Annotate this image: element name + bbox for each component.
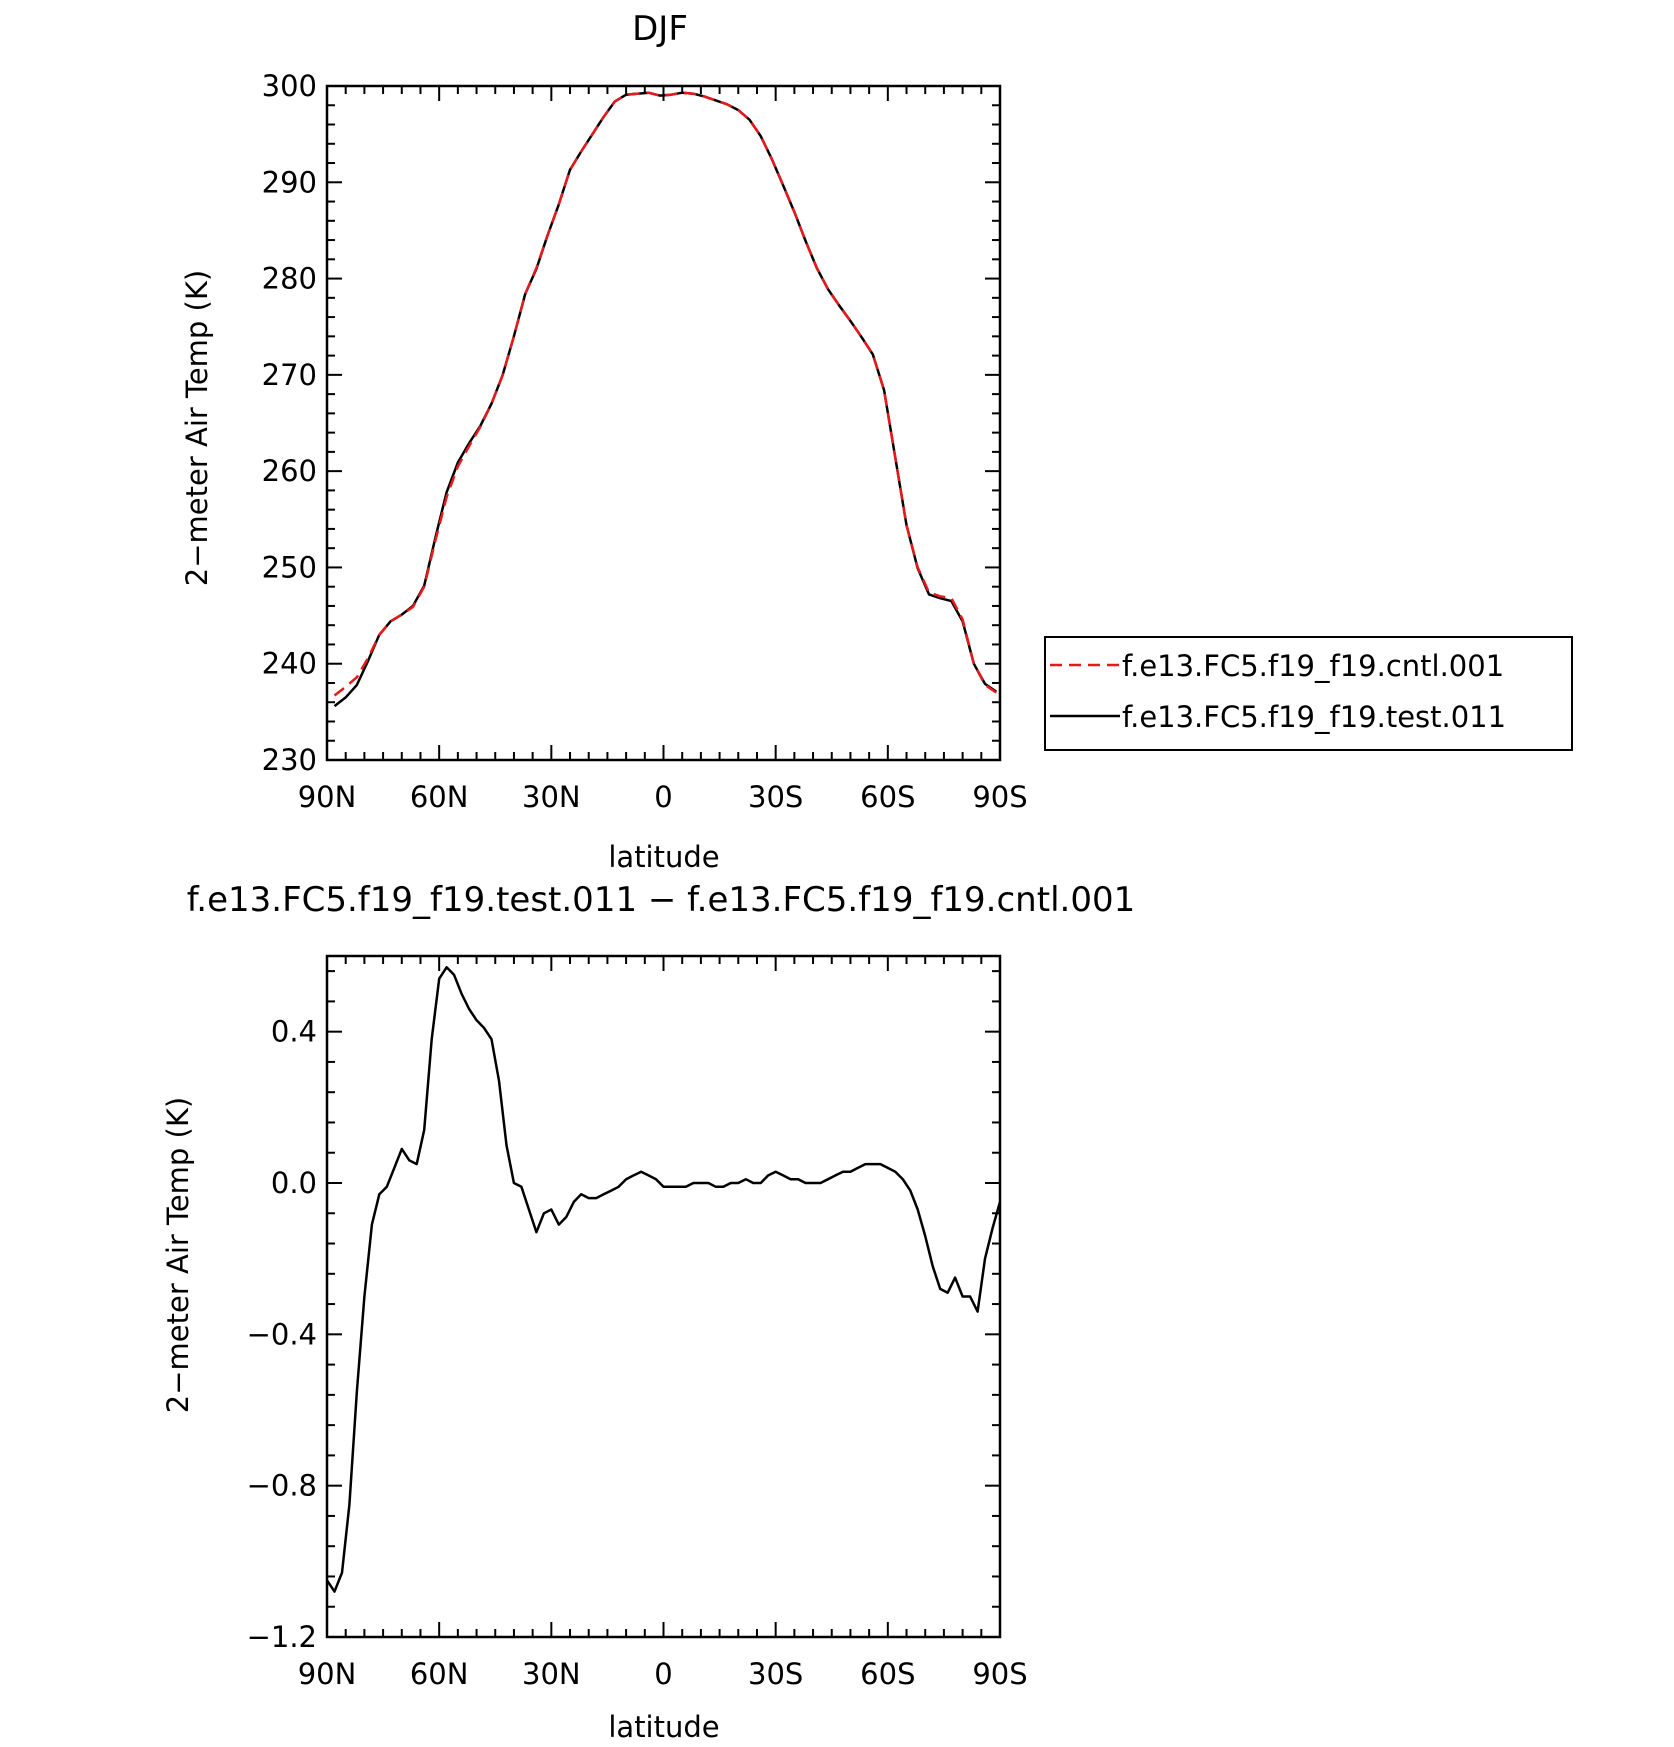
bottom-x-axis-title: latitude xyxy=(608,1710,719,1744)
legend-label-test: f.e13.FC5.f19_f19.test.011 xyxy=(1122,700,1506,734)
legend: f.e13.FC5.f19_f19.cntl.001 f.e13.FC5.f19… xyxy=(1044,636,1573,751)
x-tick-label: 0 xyxy=(654,1657,672,1691)
top-x-axis-title: latitude xyxy=(608,840,719,874)
x-tick-label: 90S xyxy=(972,1657,1027,1691)
bottom-ticks xyxy=(326,956,1001,1638)
x-tick-label: 30S xyxy=(748,1657,803,1691)
legend-box xyxy=(1044,636,1573,751)
y-tick-label: 260 xyxy=(262,454,317,488)
series-line-0 xyxy=(327,966,1000,1593)
y-tick-label: −0.4 xyxy=(247,1317,317,1351)
y-tick-label: 290 xyxy=(262,165,317,199)
series-line-0 xyxy=(333,91,998,697)
y-tick-label: 280 xyxy=(262,262,317,296)
top-chart-title: DJF xyxy=(632,9,688,49)
y-tick-label: 300 xyxy=(262,69,317,103)
x-tick-label: 60N xyxy=(410,1657,469,1691)
top-y-axis-title: 2−meter Air Temp (K) xyxy=(180,270,214,586)
y-tick-label: 0.0 xyxy=(271,1166,317,1200)
x-tick-label: 0 xyxy=(654,780,672,814)
bottom-y-tick-labels: −1.2 −0.8 −0.4 0.0 0.4 xyxy=(247,1015,317,1654)
x-tick-label: 30N xyxy=(522,1657,581,1691)
bottom-series-lines xyxy=(327,966,1000,1593)
x-tick-label: 90N xyxy=(298,780,357,814)
bottom-y-axis-title: 2−meter Air Temp (K) xyxy=(161,1097,195,1413)
top-y-tick-labels: 230 240 250 260 270 280 290 300 xyxy=(262,69,317,777)
bottom-x-tick-labels: 90N 60N 30N 0 30S 60S 90S xyxy=(298,1657,1028,1691)
top-ticks xyxy=(326,85,1001,761)
bottom-panel: f.e13.FC5.f19_f19.test.011 − f.e13.FC5.f… xyxy=(161,880,1135,1744)
y-tick-label: −1.2 xyxy=(247,1620,317,1654)
top-series-lines xyxy=(333,91,998,708)
x-tick-label: 60S xyxy=(860,780,915,814)
x-tick-label: 90S xyxy=(972,780,1027,814)
y-tick-label: 250 xyxy=(262,550,317,584)
top-x-tick-labels: 90N 60N 30N 0 30S 60S 90S xyxy=(298,780,1028,814)
x-tick-label: 60S xyxy=(860,1657,915,1691)
y-tick-label: −0.8 xyxy=(247,1469,317,1503)
top-panel: DJF 230 240 250 260 270 280 290 300 90N 60N 30N 0 3… xyxy=(180,9,1028,874)
x-tick-label: 60N xyxy=(410,780,469,814)
x-tick-label: 90N xyxy=(298,1657,357,1691)
y-tick-label: 240 xyxy=(262,647,317,681)
bottom-chart-title: f.e13.FC5.f19_f19.test.011 − f.e13.FC5.f… xyxy=(187,880,1135,920)
x-tick-label: 30S xyxy=(748,780,803,814)
x-tick-label: 30N xyxy=(522,780,581,814)
y-tick-label: 0.4 xyxy=(271,1015,317,1049)
series-line-1 xyxy=(333,91,998,708)
legend-label-cntl: f.e13.FC5.f19_f19.cntl.001 xyxy=(1122,649,1504,683)
y-tick-label: 270 xyxy=(262,358,317,392)
top-plot-frame xyxy=(325,84,1002,762)
bottom-plot-frame xyxy=(325,954,1002,1639)
y-tick-label: 230 xyxy=(262,743,317,777)
